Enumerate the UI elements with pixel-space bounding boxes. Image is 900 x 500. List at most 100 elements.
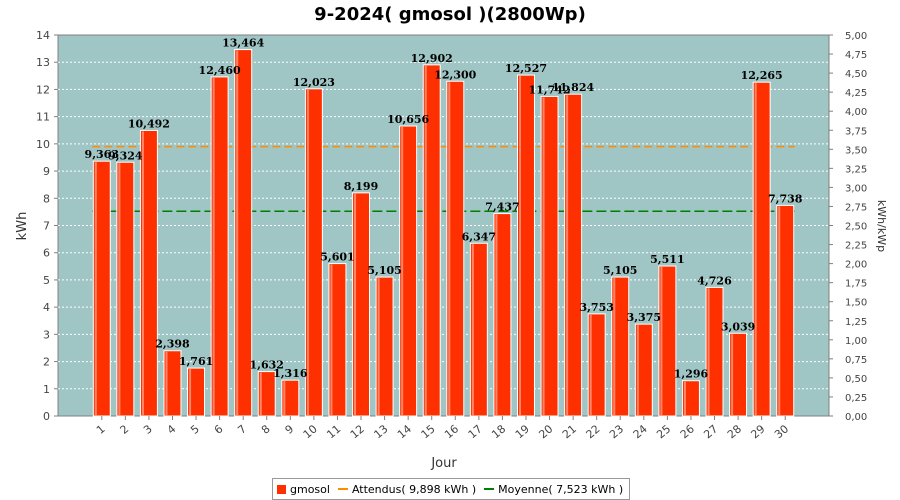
y-tick-label: 10 [36,138,50,151]
legend-swatch-expected [337,488,348,490]
data-label: 12,023 [293,76,335,89]
y-tick-label: 12 [36,83,50,96]
y2-tick-label: 2,50 [845,222,867,233]
y2-tick-label: 1,00 [845,336,867,347]
bar-highlight [589,314,592,415]
data-label: 1,761 [179,355,213,368]
bar-highlight [236,50,239,416]
bar-highlight [495,214,498,415]
y2-tick-label: 3,25 [845,164,867,175]
data-label: 12,527 [505,62,547,75]
data-label: 7,738 [768,192,803,205]
data-label: 12,300 [434,68,476,81]
y-tick-label: 13 [36,56,50,69]
x-tick-label: 29 [748,422,767,441]
data-label: 10,492 [128,117,170,130]
y2-tick-label: 2,25 [845,241,867,252]
y-tick-label: 3 [43,328,50,341]
data-label: 2,398 [155,338,190,351]
legend-label-expected: Attendus( 9,898 kWh ) [351,482,477,496]
data-label: 5,601 [320,251,354,264]
data-label: 12,902 [411,52,453,65]
bars [92,49,795,417]
bar-highlight [660,267,663,415]
bar-highlight [189,369,192,415]
bar-highlight [613,278,616,415]
x-tick-label: 14 [395,422,414,441]
data-label: 5,511 [650,253,684,266]
x-tick-label: 24 [631,422,650,441]
data-label: 13,464 [222,37,264,50]
y2-tick-label: 4,50 [845,69,867,80]
bar-highlight [212,77,215,415]
bar-highlight [141,131,144,415]
x-tick-label: 21 [560,422,579,441]
data-label: 11,742 [528,83,570,96]
bar-highlight [424,65,427,415]
y-tick-label: 2 [43,356,50,369]
y2-tick-label: 1,25 [845,317,867,328]
y-tick-label: 7 [43,220,50,233]
x-axis-ticks: 1 2 3 4 5 6 7 8 9 10 11 12 13 14 15 16 17 18 19 20 21 22 23 24 2… [94,416,791,441]
y2-tick-label: 4,25 [845,88,867,99]
y-axis-label: kWh [15,212,30,241]
x-tick-label: 23 [607,422,626,441]
x-tick-label: 25 [654,422,673,441]
legend-swatch-series [277,484,286,494]
y2-tick-label: 3,75 [845,126,867,137]
legend-item-expected: Attendus( 9,898 kWh ) [337,482,477,496]
y2-axis-label: kWh/kWp [875,200,888,252]
data-label: 3,039 [721,320,755,333]
x-tick-label: 28 [725,422,744,441]
bar-highlight [94,162,97,415]
bar-highlight [354,193,357,415]
legend-swatch-average [484,488,495,490]
chart-title: 9-2024( gmosol )(2800Wp) [314,4,586,25]
x-tick-label: 27 [701,422,720,441]
data-label: 7,437 [485,201,519,214]
y2-tick-label: 1,75 [845,279,867,290]
x-tick-label: 10 [301,422,320,441]
bar-highlight [683,381,686,415]
data-label: 8,199 [344,180,378,193]
data-label: 1,632 [250,359,284,372]
bar-highlight [566,95,569,415]
y2-axis-ticks: 0,00 0,25 0,50 0,75 1,00 1,25 1,50 1,75 2,00 2,25… [829,31,867,423]
y-tick-label: 9 [43,165,50,178]
y2-tick-label: 2,00 [845,260,867,271]
x-tick-label: 19 [513,422,532,441]
x-tick-label: 30 [772,422,791,441]
legend-item-average: Moyenne( 7,523 kWh ) [484,483,623,496]
y2-tick-label: 4,75 [845,50,867,61]
y2-tick-label: 3,50 [845,145,867,156]
y-tick-label: 6 [43,247,50,260]
y-tick-label: 8 [43,192,50,205]
legend-label-series: gmosol [290,482,330,496]
y-tick-label: 1 [43,383,50,396]
bar-highlight [283,381,286,415]
bar-highlight [377,278,380,415]
data-label: 1,316 [273,367,308,380]
y2-tick-label: 0,00 [845,412,867,423]
x-tick-label: 3 [141,422,155,436]
bar-highlight [330,264,333,415]
y2-tick-label: 0,75 [845,355,867,366]
y2-tick-label: 3,00 [845,183,867,194]
bar-highlight [518,76,521,415]
x-tick-label: 4 [165,422,179,436]
data-label: 4,726 [697,274,732,287]
y2-tick-label: 1,50 [845,298,867,309]
bar-highlight [401,127,404,415]
bar-highlight [707,288,710,415]
data-label: 3,375 [627,311,661,324]
x-tick-label: 1 [94,422,108,436]
bar-highlight [542,97,545,415]
x-tick-label: 26 [678,422,697,441]
data-label: 9,324 [108,149,143,162]
data-label: 9,363 [85,148,119,161]
bar-highlight [731,334,734,415]
data-label: 10,656 [387,113,429,126]
y2-tick-label: 0,50 [845,374,867,385]
